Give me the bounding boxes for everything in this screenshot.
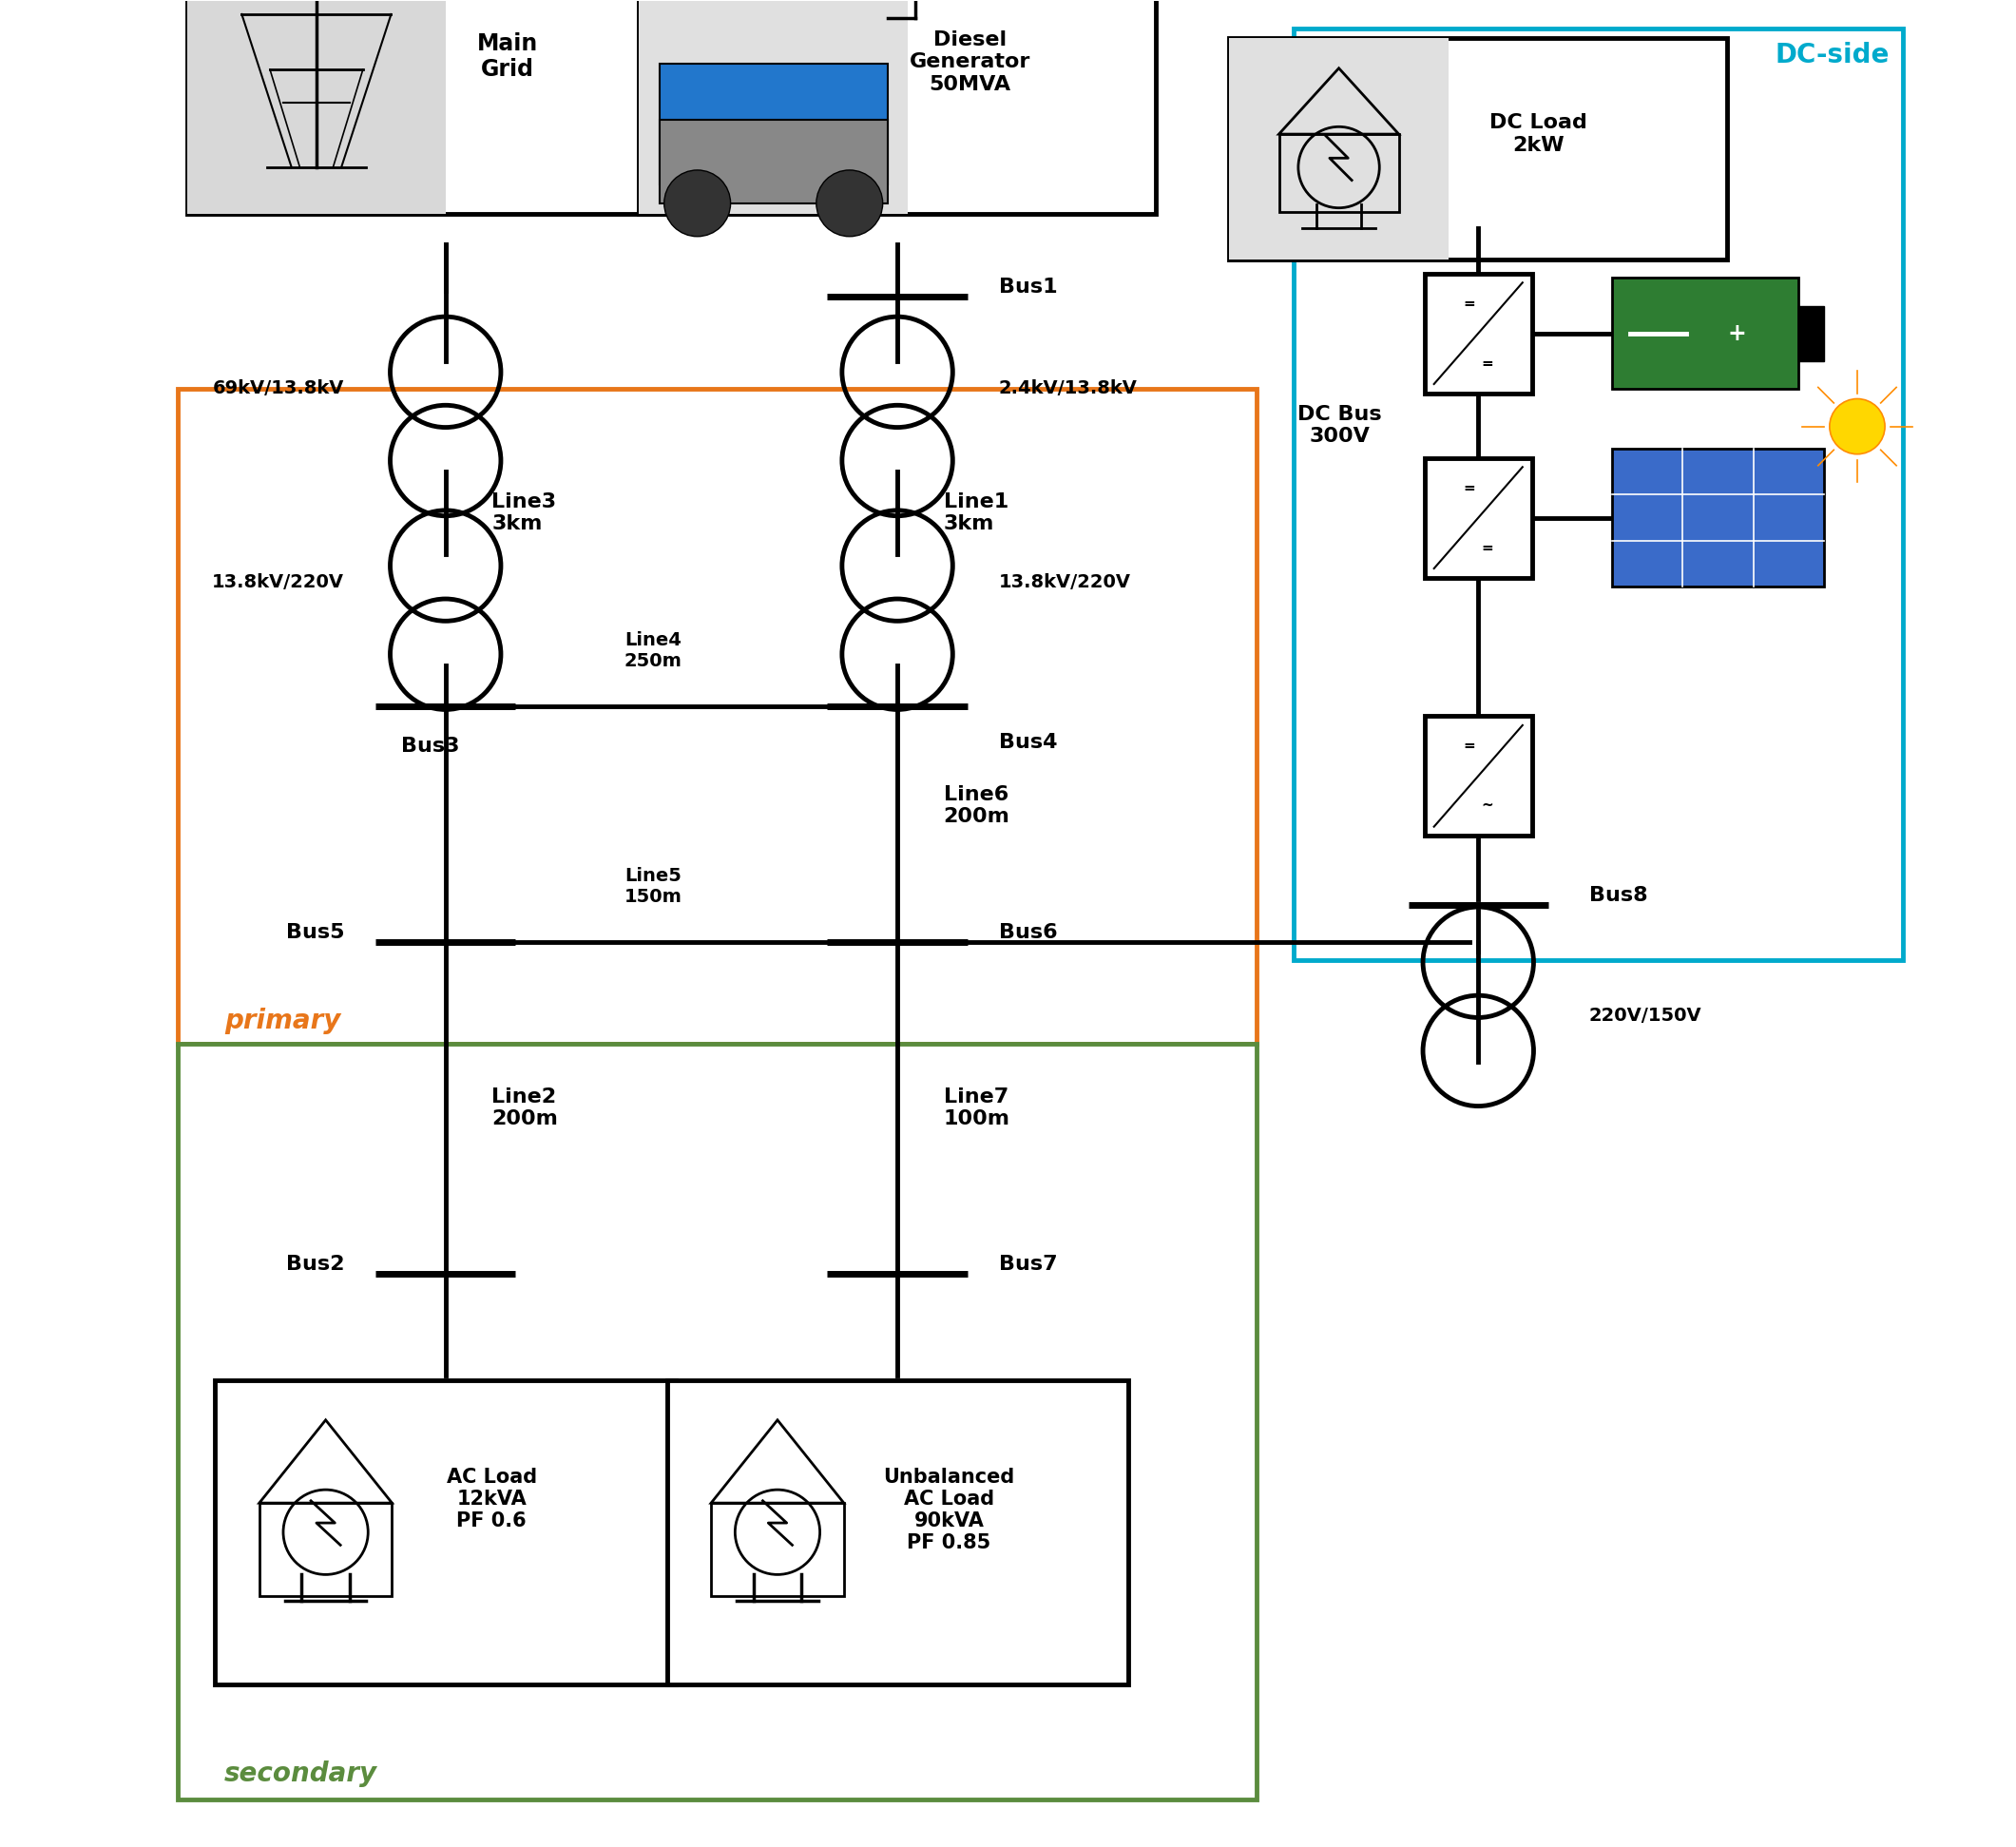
Bar <box>216 1380 675 1684</box>
Text: ~: ~ <box>1482 798 1494 813</box>
Bar <box>187 0 704 214</box>
Bar <box>667 1380 1127 1684</box>
Text: =: = <box>1464 296 1476 310</box>
Text: Bus8: Bus8 <box>1589 887 1647 905</box>
Bar <box>1798 305 1824 360</box>
Bar <box>1613 279 1798 388</box>
Text: +: + <box>1728 321 1746 345</box>
Text: AC Load
12kVA
PF 0.6: AC Load 12kVA PF 0.6 <box>446 1467 536 1531</box>
Bar <box>1613 449 1824 587</box>
Bar <box>1425 458 1532 578</box>
Circle shape <box>816 170 883 236</box>
Text: 13.8kV/220V: 13.8kV/220V <box>998 573 1131 591</box>
Text: Line3
3km: Line3 3km <box>492 493 556 534</box>
Text: DC Bus
300V: DC Bus 300V <box>1298 404 1383 447</box>
Bar <box>1230 39 1447 260</box>
Bar <box>177 388 1256 1044</box>
Bar <box>187 0 446 214</box>
Text: DC Load
2kW: DC Load 2kW <box>1490 113 1587 155</box>
Text: Line4
250m: Line4 250m <box>625 632 681 670</box>
Text: =: = <box>1482 356 1494 371</box>
Text: Bus7: Bus7 <box>998 1256 1056 1274</box>
Bar <box>659 120 887 203</box>
Bar <box>1294 30 1903 960</box>
Text: Bus2: Bus2 <box>286 1256 345 1274</box>
Text: secondary: secondary <box>224 1760 377 1786</box>
Text: Line6
200m: Line6 200m <box>943 785 1010 826</box>
Bar <box>659 65 887 185</box>
Text: Line1
3km: Line1 3km <box>943 493 1008 534</box>
Bar <box>712 1503 845 1596</box>
Circle shape <box>1831 399 1885 454</box>
Text: =: = <box>1482 541 1494 554</box>
Text: Line2
200m: Line2 200m <box>492 1088 558 1129</box>
Text: Unbalanced
AC Load
90kVA
PF 0.85: Unbalanced AC Load 90kVA PF 0.85 <box>883 1467 1014 1553</box>
Bar <box>1230 39 1728 260</box>
Text: DC-side: DC-side <box>1776 42 1889 68</box>
Polygon shape <box>712 1420 845 1503</box>
Text: Bus3: Bus3 <box>401 737 460 755</box>
Text: 69kV/13.8kV: 69kV/13.8kV <box>212 380 345 397</box>
Text: =: = <box>1464 480 1476 495</box>
Text: =: = <box>1464 739 1476 754</box>
Text: 2.4kV/13.8kV: 2.4kV/13.8kV <box>998 380 1137 397</box>
Text: Line5
150m: Line5 150m <box>625 866 681 907</box>
Bar <box>260 1503 391 1596</box>
Text: Bus6: Bus6 <box>998 924 1056 942</box>
Bar <box>1425 273 1532 393</box>
Polygon shape <box>260 1420 391 1503</box>
Bar <box>639 0 907 214</box>
Polygon shape <box>1278 68 1399 135</box>
Text: Diesel
Generator
50MVA: Diesel Generator 50MVA <box>909 31 1030 94</box>
Bar <box>1278 135 1399 212</box>
Circle shape <box>663 170 730 236</box>
Text: primary: primary <box>224 1008 341 1034</box>
Text: 13.8kV/220V: 13.8kV/220V <box>212 573 345 591</box>
Text: Bus1: Bus1 <box>998 277 1056 297</box>
Text: Bus5: Bus5 <box>286 924 345 942</box>
Text: Main
Grid: Main Grid <box>478 31 538 81</box>
Text: 220V/150V: 220V/150V <box>1589 1007 1702 1025</box>
Bar <box>177 1044 1256 1799</box>
Text: Line7
100m: Line7 100m <box>943 1088 1010 1129</box>
Bar <box>1425 717 1532 837</box>
Text: Bus4: Bus4 <box>998 733 1056 752</box>
Bar <box>639 0 1155 214</box>
